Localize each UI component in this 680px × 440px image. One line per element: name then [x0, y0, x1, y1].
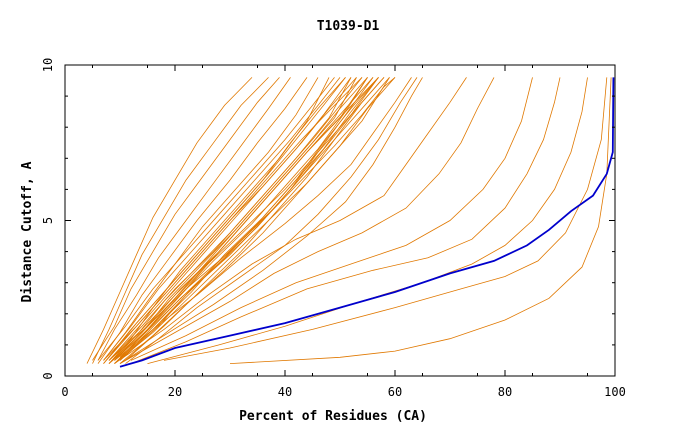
series-line-m37 [103, 77, 319, 361]
y-tick-label: 0 [41, 372, 55, 379]
series-line-m41 [108, 77, 352, 364]
x-tick-label: 40 [278, 385, 292, 399]
series-line-m21 [119, 77, 390, 358]
series-line-m34 [92, 77, 269, 364]
y-tick-label: 10 [41, 58, 55, 72]
highlight-series-line [119, 77, 615, 368]
chart-title: T1039-D1 [317, 19, 380, 34]
series-line-m25 [125, 77, 385, 361]
series-line-m28 [103, 77, 346, 364]
highlight-layer [119, 77, 615, 368]
series-line-m32 [97, 77, 291, 361]
x-tick-label: 0 [61, 385, 68, 399]
series-line-m39 [125, 77, 418, 364]
series-line-m31 [97, 77, 308, 364]
series-line-m14 [108, 77, 368, 364]
series-line-m6 [119, 77, 495, 364]
series-line-m5 [130, 77, 533, 361]
series-line-m33 [92, 77, 280, 361]
x-tick-label: 100 [604, 385, 626, 399]
series-line-m1 [229, 77, 612, 364]
series-line-m38 [114, 77, 357, 361]
series-line-m36 [108, 77, 330, 364]
series-line-m23 [114, 77, 374, 361]
y-axis-label: Distance Cutoff, A [20, 161, 35, 302]
series-line-m30 [119, 77, 379, 361]
x-tick-label: 60 [388, 385, 402, 399]
series-line-m13 [119, 77, 385, 361]
x-axis-label: Percent of Residues (CA) [239, 409, 427, 424]
y-tick-label: 5 [41, 217, 55, 224]
series-line-m24 [97, 77, 335, 361]
x-tick-label: 80 [498, 385, 512, 399]
series-line-m42 [114, 77, 368, 361]
series-line-m8 [114, 77, 412, 364]
series-line-m17 [108, 77, 357, 361]
series-line-m18 [119, 77, 390, 364]
series-line-m2 [163, 77, 608, 361]
series-line-m3 [147, 77, 588, 364]
series-line-m40 [119, 77, 423, 364]
series-line-m27 [114, 77, 396, 364]
series-line-m4 [130, 77, 561, 364]
series-line-m22 [108, 77, 379, 364]
ticks-layer: 0 20 40 60 80 100 0 5 10 [41, 58, 626, 399]
x-tick-label: 20 [168, 385, 182, 399]
series-line-m7 [114, 77, 467, 364]
series-line-m11 [103, 77, 363, 361]
series-line-m35 [86, 77, 253, 364]
series-layer [86, 77, 612, 364]
